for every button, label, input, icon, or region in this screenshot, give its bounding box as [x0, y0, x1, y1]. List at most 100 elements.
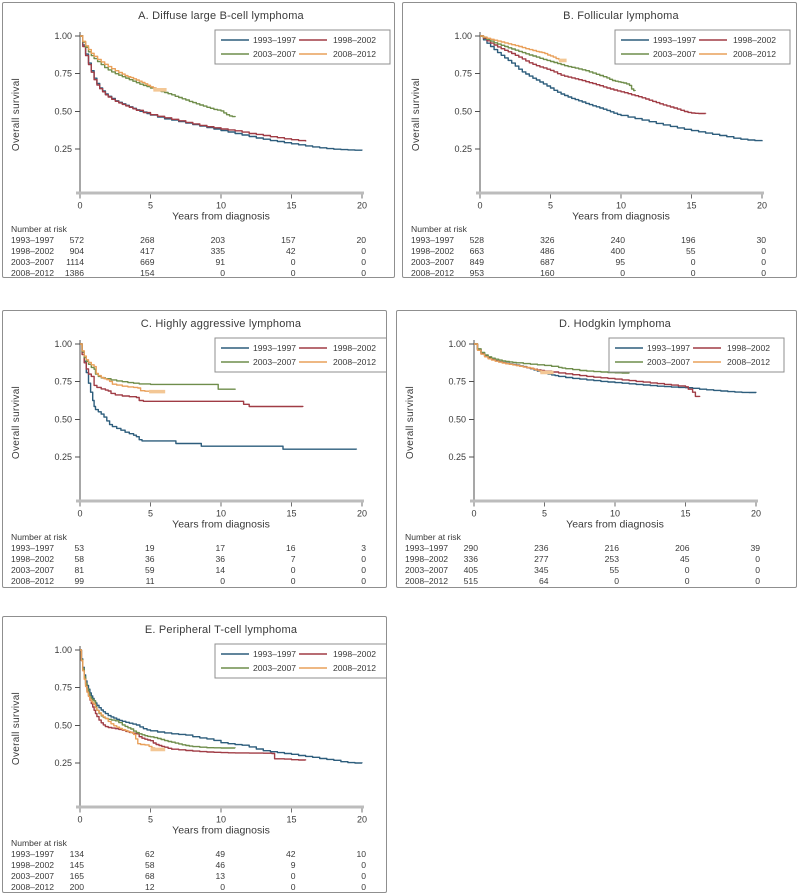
legend-label: 1998–2002 [733, 35, 776, 45]
risk-value: 134 [70, 849, 85, 859]
risk-value: 160 [540, 268, 555, 277]
risk-value: 0 [361, 554, 366, 564]
risk-value: 145 [70, 860, 85, 870]
panel-title: B. Follicular lymphoma [563, 10, 679, 22]
risk-row-label: 2003–2007 [11, 565, 54, 575]
risk-value: 20 [356, 235, 366, 245]
legend-label: 2003–2007 [253, 357, 296, 367]
km-curve-2008–2012 [474, 343, 553, 373]
risk-value: 486 [540, 246, 555, 256]
risk-value: 58 [74, 554, 84, 564]
risk-value: 0 [361, 860, 366, 870]
risk-row-label: 1998–2002 [405, 554, 448, 564]
risk-value: 0 [291, 257, 296, 267]
risk-value: 663 [470, 246, 485, 256]
legend-label: 1998–2002 [333, 649, 376, 659]
risk-value: 0 [755, 565, 760, 575]
x-tick-label: 0 [77, 201, 82, 211]
legend-label: 2003–2007 [253, 49, 296, 59]
x-tick-label: 5 [148, 509, 153, 519]
legend-label: 2003–2007 [253, 663, 296, 673]
y-tick-label: 0.50 [54, 414, 72, 424]
y-tick-label: 0.50 [54, 720, 72, 730]
panel-diffuse-large-b-cell: A. Diffuse large B-cell lymphoma 1.00 0.75… [2, 2, 395, 278]
y-axis-label: Overall survival [11, 386, 22, 459]
legend-label: 2003–2007 [653, 49, 696, 59]
risk-value: 0 [685, 565, 690, 575]
x-tick-label: 10 [216, 201, 226, 211]
risk-value: 10 [356, 849, 366, 859]
panel-title: D. Hodgkin lymphoma [559, 318, 672, 330]
risk-value: 36 [215, 554, 225, 564]
x-tick-label: 20 [757, 201, 767, 211]
y-tick-label: 0.25 [54, 758, 72, 768]
risk-value: 417 [140, 246, 155, 256]
risk-value: 0 [361, 257, 366, 267]
risk-row-label: 1993–1997 [11, 849, 54, 859]
km-curve-2003–2007 [80, 343, 236, 390]
x-tick-label: 20 [357, 201, 367, 211]
x-tick-label: 10 [616, 201, 626, 211]
risk-value: 0 [361, 268, 366, 277]
km-curve-2003–2007 [480, 35, 636, 92]
risk-value: 17 [215, 543, 225, 553]
x-tick-label: 20 [751, 509, 761, 519]
risk-row-label: 2003–2007 [11, 257, 54, 267]
risk-value: 42 [286, 849, 296, 859]
legend-label: 1993–1997 [253, 343, 296, 353]
legend-label: 1998–2002 [333, 343, 376, 353]
km-plot-svg: E. Peripheral T-cell lymphoma 1.00 0.75 0.5… [11, 624, 386, 892]
km-curve-2008–2012 [80, 35, 166, 91]
risk-value: 0 [291, 268, 296, 277]
x-tick-label: 0 [77, 815, 82, 825]
risk-row-label: 1993–1997 [11, 543, 54, 553]
panel-peripheral-t-cell: E. Peripheral T-cell lymphoma 1.00 0.75 0.5… [2, 616, 387, 893]
x-tick-label: 0 [477, 201, 482, 211]
risk-value: 515 [464, 576, 479, 586]
risk-row-label: 1998–2002 [11, 554, 54, 564]
y-tick-label: 0.25 [448, 452, 466, 462]
legend-label: 1993–1997 [253, 649, 296, 659]
risk-value: 669 [140, 257, 155, 267]
risk-value: 0 [361, 565, 366, 575]
y-axis-label: Overall survival [405, 386, 416, 459]
km-plot-svg: B. Follicular lymphoma 1.00 0.75 0.50 0.25 Ov… [411, 10, 791, 277]
risk-row-label: 2003–2007 [405, 565, 448, 575]
risk-table-header: Number at risk [405, 532, 462, 542]
risk-value: 345 [534, 565, 549, 575]
risk-value: 13 [215, 871, 225, 881]
risk-value: 0 [361, 871, 366, 881]
km-curve-1993–1997 [80, 343, 358, 450]
risk-row-label: 2003–2007 [411, 257, 454, 267]
risk-table-header: Number at risk [11, 838, 68, 848]
legend-label: 2008–2012 [333, 357, 376, 367]
km-curve-1998–2002 [80, 649, 307, 761]
risk-value: 11 [146, 576, 155, 586]
risk-value: 528 [470, 235, 485, 245]
y-tick-label: 1.00 [448, 339, 466, 349]
risk-row-label: 2008–2012 [11, 268, 54, 277]
y-tick-label: 0.75 [54, 69, 72, 79]
risk-table-header: Number at risk [11, 224, 68, 234]
legend-box [214, 643, 386, 679]
panel-follicular: B. Follicular lymphoma 1.00 0.75 0.50 0.25 Ov… [402, 2, 797, 278]
km-plot-svg: A. Diffuse large B-cell lymphoma 1.00 0.75… [11, 10, 391, 277]
risk-value: 39 [750, 543, 760, 553]
x-tick-label: 15 [286, 509, 296, 519]
y-tick-label: 0.25 [454, 144, 472, 154]
x-axis-label: Years from diagnosis [566, 519, 664, 531]
risk-value: 336 [464, 554, 479, 564]
risk-value: 953 [470, 268, 485, 277]
x-tick-label: 5 [148, 201, 153, 211]
risk-value: 0 [220, 576, 225, 586]
legend-label: 2008–2012 [333, 663, 376, 673]
risk-value: 62 [145, 849, 155, 859]
risk-value: 91 [215, 257, 225, 267]
risk-value: 0 [761, 246, 766, 256]
risk-value: 326 [540, 235, 555, 245]
risk-value: 165 [70, 871, 85, 881]
risk-row-label: 1993–1997 [405, 543, 448, 553]
y-tick-label: 0.75 [54, 683, 72, 693]
km-plot-svg: C. Highly aggressive lymphoma 1.00 0.75 0.5… [11, 318, 386, 586]
